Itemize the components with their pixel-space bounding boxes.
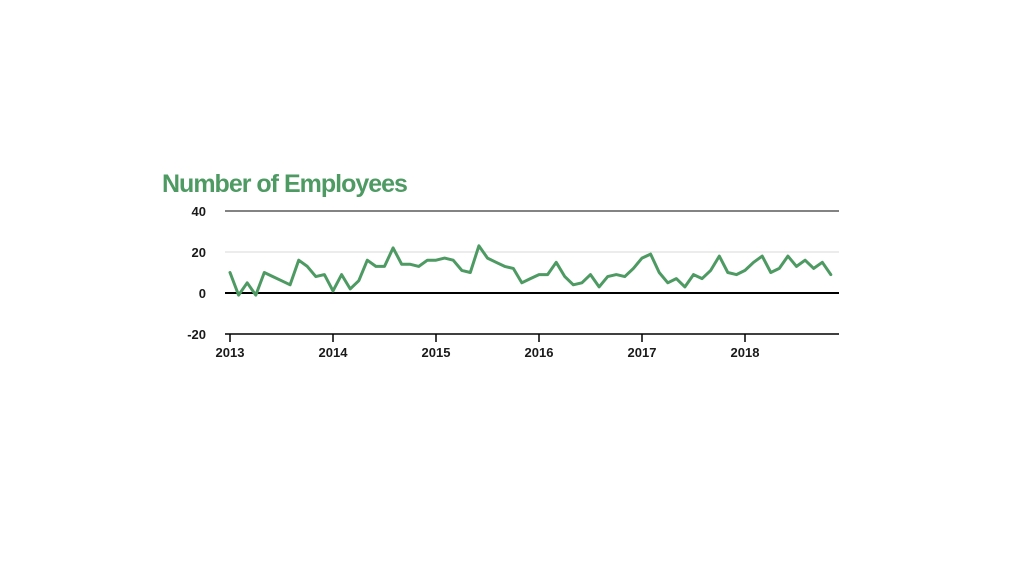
x-tick-label: 2014: [319, 345, 349, 360]
grid-lines: [225, 210, 839, 335]
y-tick-label: 0: [199, 286, 206, 301]
x-tick-label: 2013: [216, 345, 245, 360]
chart-title: Number of Employees: [162, 170, 408, 198]
x-tick-label: 2018: [731, 345, 760, 360]
y-tick-label: -20: [187, 327, 206, 342]
x-tick-label: 2015: [422, 345, 451, 360]
y-tick-label: 40: [192, 204, 206, 219]
x-tick-label: 2016: [525, 345, 554, 360]
series-group: [228, 244, 833, 297]
x-tick-label: 2017: [628, 345, 657, 360]
y-tick-label: 20: [192, 245, 206, 260]
x-axis: [229, 334, 746, 342]
axis-labels: 40 20 0 -20 2013 2014 2015 2016 2017 2018: [187, 204, 759, 360]
series-line-0: [228, 244, 833, 297]
